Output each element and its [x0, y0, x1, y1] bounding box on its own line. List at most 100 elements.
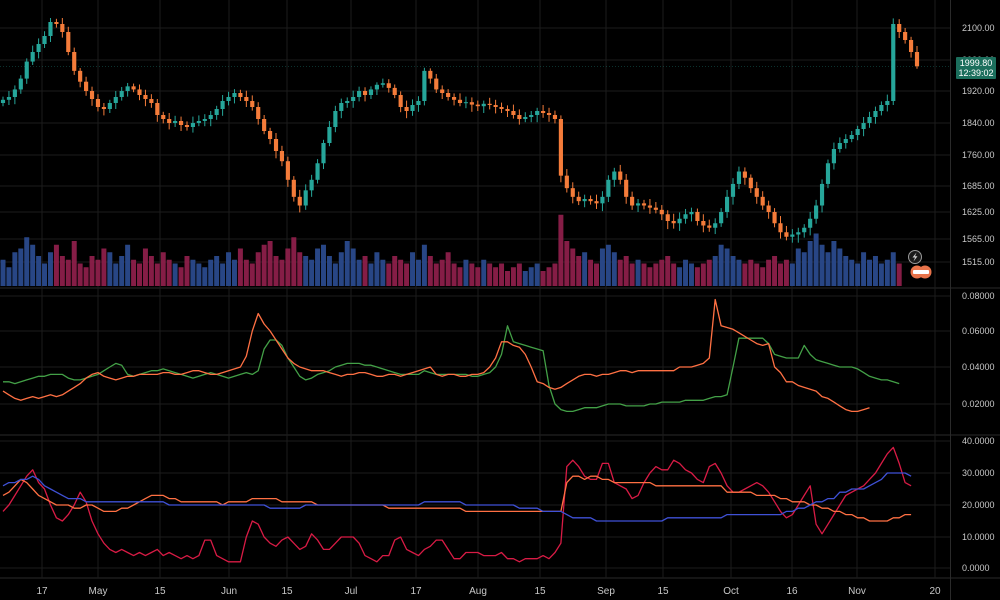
candle[interactable] [404, 100, 409, 119]
candle[interactable] [89, 86, 95, 106]
candle[interactable] [778, 216, 783, 239]
candle[interactable] [143, 89, 148, 107]
candle[interactable] [279, 145, 285, 167]
candle[interactable] [226, 91, 231, 106]
candle[interactable] [357, 86, 362, 102]
candle[interactable] [368, 86, 374, 99]
candle[interactable] [653, 202, 658, 214]
candle[interactable] [0, 96, 6, 107]
candle[interactable] [321, 139, 326, 170]
candle[interactable] [250, 95, 255, 111]
candle[interactable] [190, 116, 195, 133]
candle[interactable] [469, 97, 474, 112]
candle[interactable] [665, 210, 670, 230]
candle[interactable] [499, 102, 504, 113]
oscillator-series-line-1[interactable] [2, 446, 912, 563]
candle[interactable] [885, 94, 890, 112]
candle[interactable] [529, 111, 534, 123]
data-window-icon[interactable] [910, 265, 932, 279]
candle[interactable] [867, 111, 872, 128]
candle[interactable] [618, 164, 623, 185]
candle[interactable] [730, 178, 736, 205]
candle[interactable] [262, 115, 267, 135]
candle[interactable] [612, 167, 617, 187]
candle[interactable] [487, 97, 492, 110]
candle[interactable] [713, 218, 718, 235]
candle[interactable] [113, 91, 118, 109]
candle[interactable] [161, 111, 166, 124]
candle[interactable] [428, 68, 433, 84]
candle[interactable] [244, 90, 249, 107]
candle[interactable] [552, 110, 558, 124]
candle[interactable] [837, 137, 842, 153]
candle[interactable] [558, 115, 563, 183]
candle[interactable] [855, 125, 860, 141]
candle[interactable] [184, 121, 190, 131]
candle[interactable] [327, 121, 332, 147]
candle[interactable] [463, 96, 469, 109]
candle[interactable] [523, 112, 528, 123]
candle[interactable] [374, 82, 379, 95]
candle[interactable] [861, 117, 866, 137]
candle[interactable] [588, 195, 593, 205]
candle[interactable] [42, 31, 47, 48]
candle[interactable] [541, 105, 546, 118]
candle[interactable] [635, 199, 641, 212]
candle[interactable] [48, 18, 53, 42]
candle[interactable] [155, 99, 160, 122]
candle[interactable] [178, 116, 184, 131]
candle[interactable] [671, 213, 676, 229]
candle[interactable] [78, 68, 83, 88]
candle[interactable] [66, 26, 71, 56]
candle[interactable] [689, 207, 694, 222]
candle[interactable] [167, 113, 172, 130]
candle[interactable] [825, 159, 831, 189]
candle[interactable] [309, 174, 314, 197]
candle[interactable] [695, 208, 700, 226]
candle[interactable] [119, 86, 124, 101]
candle[interactable] [624, 174, 629, 204]
candle[interactable] [754, 181, 759, 204]
candle[interactable] [582, 194, 587, 208]
candle[interactable] [736, 166, 742, 190]
candle[interactable] [131, 83, 136, 93]
candle[interactable] [701, 214, 706, 233]
candle[interactable] [843, 134, 848, 149]
candle[interactable] [416, 96, 421, 112]
candle[interactable] [84, 76, 89, 96]
candle[interactable] [273, 133, 279, 159]
price-axis[interactable]: 2100.002020.001920.001840.001760.001685.… [962, 23, 995, 573]
candle[interactable] [760, 191, 765, 210]
candle[interactable] [719, 208, 724, 227]
candle[interactable] [137, 84, 142, 101]
candle[interactable] [493, 99, 498, 114]
candle[interactable] [18, 75, 23, 94]
candle[interactable] [36, 38, 41, 59]
candle[interactable] [748, 174, 753, 193]
candle[interactable] [914, 46, 920, 69]
candle[interactable] [345, 97, 350, 108]
candle[interactable] [303, 184, 308, 210]
lightning-icon[interactable] [908, 250, 922, 264]
candle[interactable] [268, 127, 273, 145]
candle[interactable] [54, 18, 59, 28]
candle[interactable] [891, 18, 896, 105]
candle[interactable] [434, 73, 439, 93]
candle[interactable] [297, 189, 302, 213]
candle[interactable] [422, 67, 427, 106]
price-candles[interactable] [0, 18, 920, 243]
candle[interactable] [214, 105, 219, 120]
candle[interactable] [173, 115, 178, 127]
candle[interactable] [398, 91, 403, 113]
candle[interactable] [677, 212, 682, 231]
candle[interactable] [457, 93, 463, 107]
candle[interactable] [576, 191, 581, 206]
candle[interactable] [451, 93, 457, 106]
candle[interactable] [380, 78, 385, 88]
candle[interactable] [60, 18, 65, 38]
candle[interactable] [766, 200, 771, 219]
candle[interactable] [475, 100, 480, 111]
candle[interactable] [659, 205, 664, 221]
time-axis[interactable]: 17 May 15 Jun 15 Jul 17 Aug 15 Sep 15 Oct 16 Nov 20 [36, 586, 941, 597]
candle[interactable] [291, 176, 296, 202]
